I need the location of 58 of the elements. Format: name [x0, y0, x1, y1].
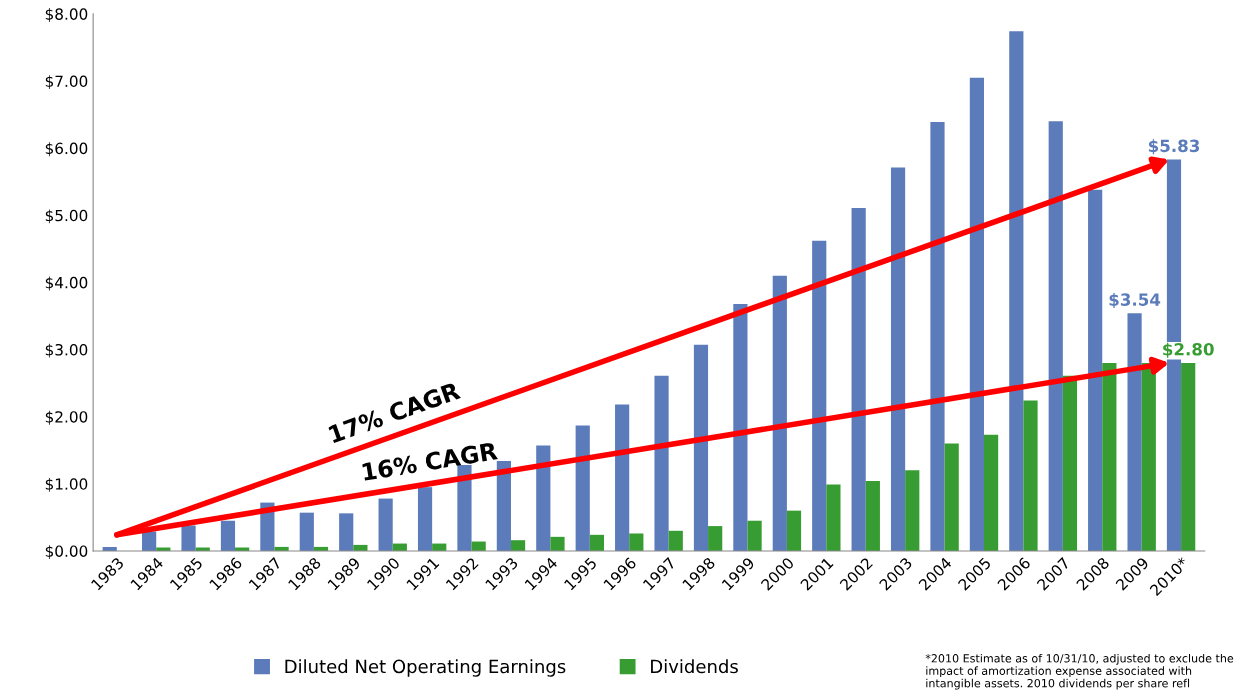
annotation: 16% CAGR: [362, 441, 498, 481]
bar: [1023, 400, 1038, 551]
bar: [1127, 313, 1142, 551]
y-tick-label: $3.00: [45, 343, 88, 358]
bar: [693, 344, 709, 551]
bar: [984, 434, 999, 551]
bar: [747, 520, 762, 551]
bar: [142, 531, 157, 551]
bar: [1181, 362, 1196, 551]
data-label: $3.54: [1109, 292, 1161, 309]
y-tick-label: $2.00: [45, 410, 88, 425]
bar: [786, 510, 802, 551]
bar: [536, 445, 551, 551]
annotation: 17% CAGR: [328, 381, 462, 444]
bar: [654, 375, 669, 551]
bar: [1102, 362, 1117, 551]
bar: [510, 540, 526, 551]
bar: [1048, 121, 1063, 551]
bar: [1088, 189, 1103, 551]
y-tick-label: $8.00: [45, 8, 88, 22]
bar: [865, 481, 880, 551]
bar: [378, 498, 393, 551]
bar: [772, 275, 787, 551]
legend-label: Dividends: [651, 659, 738, 674]
bar: [890, 167, 906, 551]
bar: [905, 470, 920, 551]
bar: [220, 520, 236, 551]
bar: [708, 526, 723, 551]
bar: [851, 207, 866, 551]
bar: [496, 460, 511, 551]
data-label: $2.80: [1163, 342, 1214, 358]
bar: [668, 530, 683, 551]
bar: [299, 512, 314, 551]
bar: [417, 487, 433, 551]
bar: [733, 303, 748, 551]
y-tick-label: $5.00: [45, 209, 88, 224]
y-tick-label: $7.00: [45, 75, 88, 90]
text: *2010 Estimate as of 10/31/10, adjusted to exclude the impact of amortization expense associated with intangible assets. 2010 dividends per share refl: [925, 653, 1234, 690]
bar: [181, 525, 196, 551]
bar: [826, 484, 841, 551]
y-tick-label: $0.00: [45, 545, 88, 559]
bar: [339, 513, 354, 551]
bar: [812, 240, 827, 551]
bar: [1062, 375, 1078, 551]
bar: [575, 425, 590, 551]
bar: [969, 77, 984, 551]
bar: [550, 536, 565, 551]
y-tick-label: $1.00: [45, 478, 88, 492]
bar: [589, 534, 605, 551]
bar: [944, 443, 959, 551]
y-tick-label: $4.00: [45, 276, 88, 291]
data-label: $5.83: [1148, 139, 1200, 155]
bar: [615, 404, 630, 551]
bar: [930, 121, 945, 551]
bar: [1009, 31, 1024, 551]
bar: [629, 533, 644, 551]
y-tick-label: $6.00: [45, 142, 88, 157]
legend-label: Diluted Net Operating Earnings: [285, 659, 566, 677]
